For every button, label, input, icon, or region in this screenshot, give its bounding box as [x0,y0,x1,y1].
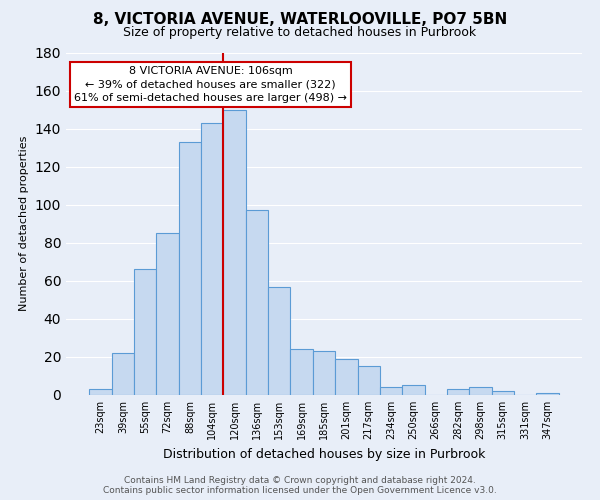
Text: Size of property relative to detached houses in Purbrook: Size of property relative to detached ho… [124,26,476,39]
Bar [290,350,313,395]
Bar [223,110,246,395]
Bar [536,393,559,395]
Bar [112,353,134,395]
Bar [201,123,223,395]
Text: Contains HM Land Registry data © Crown copyright and database right 2024.
Contai: Contains HM Land Registry data © Crown c… [103,476,497,495]
Bar [447,390,469,395]
Bar [313,351,335,395]
Bar [469,388,491,395]
Bar [89,390,112,395]
Bar [157,234,179,395]
Y-axis label: Number of detached properties: Number of detached properties [19,136,29,312]
Bar [380,388,402,395]
Bar [179,142,201,395]
Bar [335,359,358,395]
X-axis label: Distribution of detached houses by size in Purbrook: Distribution of detached houses by size … [163,448,485,460]
Bar [134,270,157,395]
Bar [402,386,425,395]
Bar [491,391,514,395]
Bar [358,366,380,395]
Bar [268,286,290,395]
Bar [246,210,268,395]
Text: 8 VICTORIA AVENUE: 106sqm
← 39% of detached houses are smaller (322)
61% of semi: 8 VICTORIA AVENUE: 106sqm ← 39% of detac… [74,66,347,102]
Text: 8, VICTORIA AVENUE, WATERLOOVILLE, PO7 5BN: 8, VICTORIA AVENUE, WATERLOOVILLE, PO7 5… [93,12,507,28]
